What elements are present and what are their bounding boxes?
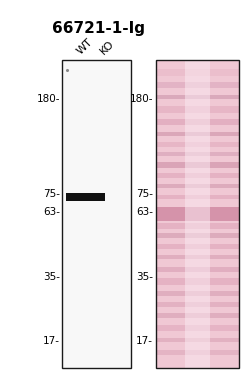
Text: WT: WT [75,37,94,56]
Bar [156,313,239,317]
Bar [156,244,239,249]
Bar [156,184,239,188]
Bar [156,119,239,124]
Bar [156,255,239,259]
Bar [156,152,239,156]
Text: KO: KO [98,39,116,56]
Bar [156,60,239,368]
Bar [156,107,239,112]
Bar [156,350,239,355]
Bar [66,193,105,202]
Text: 180-: 180- [37,94,60,104]
Bar [156,324,239,331]
Bar [156,233,239,238]
Bar [62,60,131,368]
Bar [156,82,239,88]
Text: 35-: 35- [136,272,153,282]
Text: 63-: 63- [136,207,153,217]
Bar [185,60,210,368]
Text: 180-: 180- [130,94,153,104]
Text: 75-: 75- [136,189,153,199]
Bar [156,69,239,76]
Text: 75-: 75- [43,189,60,199]
Bar [156,278,239,286]
Bar [156,223,239,230]
Text: 35-: 35- [43,272,60,282]
Text: 17-: 17- [136,336,153,347]
Bar [156,173,239,178]
Bar [156,142,239,147]
Bar [156,195,239,199]
Bar [156,302,239,307]
Bar [156,60,239,368]
Bar [156,207,239,221]
Text: 66721-1-Ig: 66721-1-Ig [51,21,145,37]
Bar [156,132,239,136]
Bar [156,338,239,342]
Bar [156,95,239,100]
Text: 17-: 17- [43,336,60,347]
Text: 63-: 63- [43,207,60,217]
Bar [156,162,239,168]
Bar [156,266,239,272]
Bar [156,291,239,296]
